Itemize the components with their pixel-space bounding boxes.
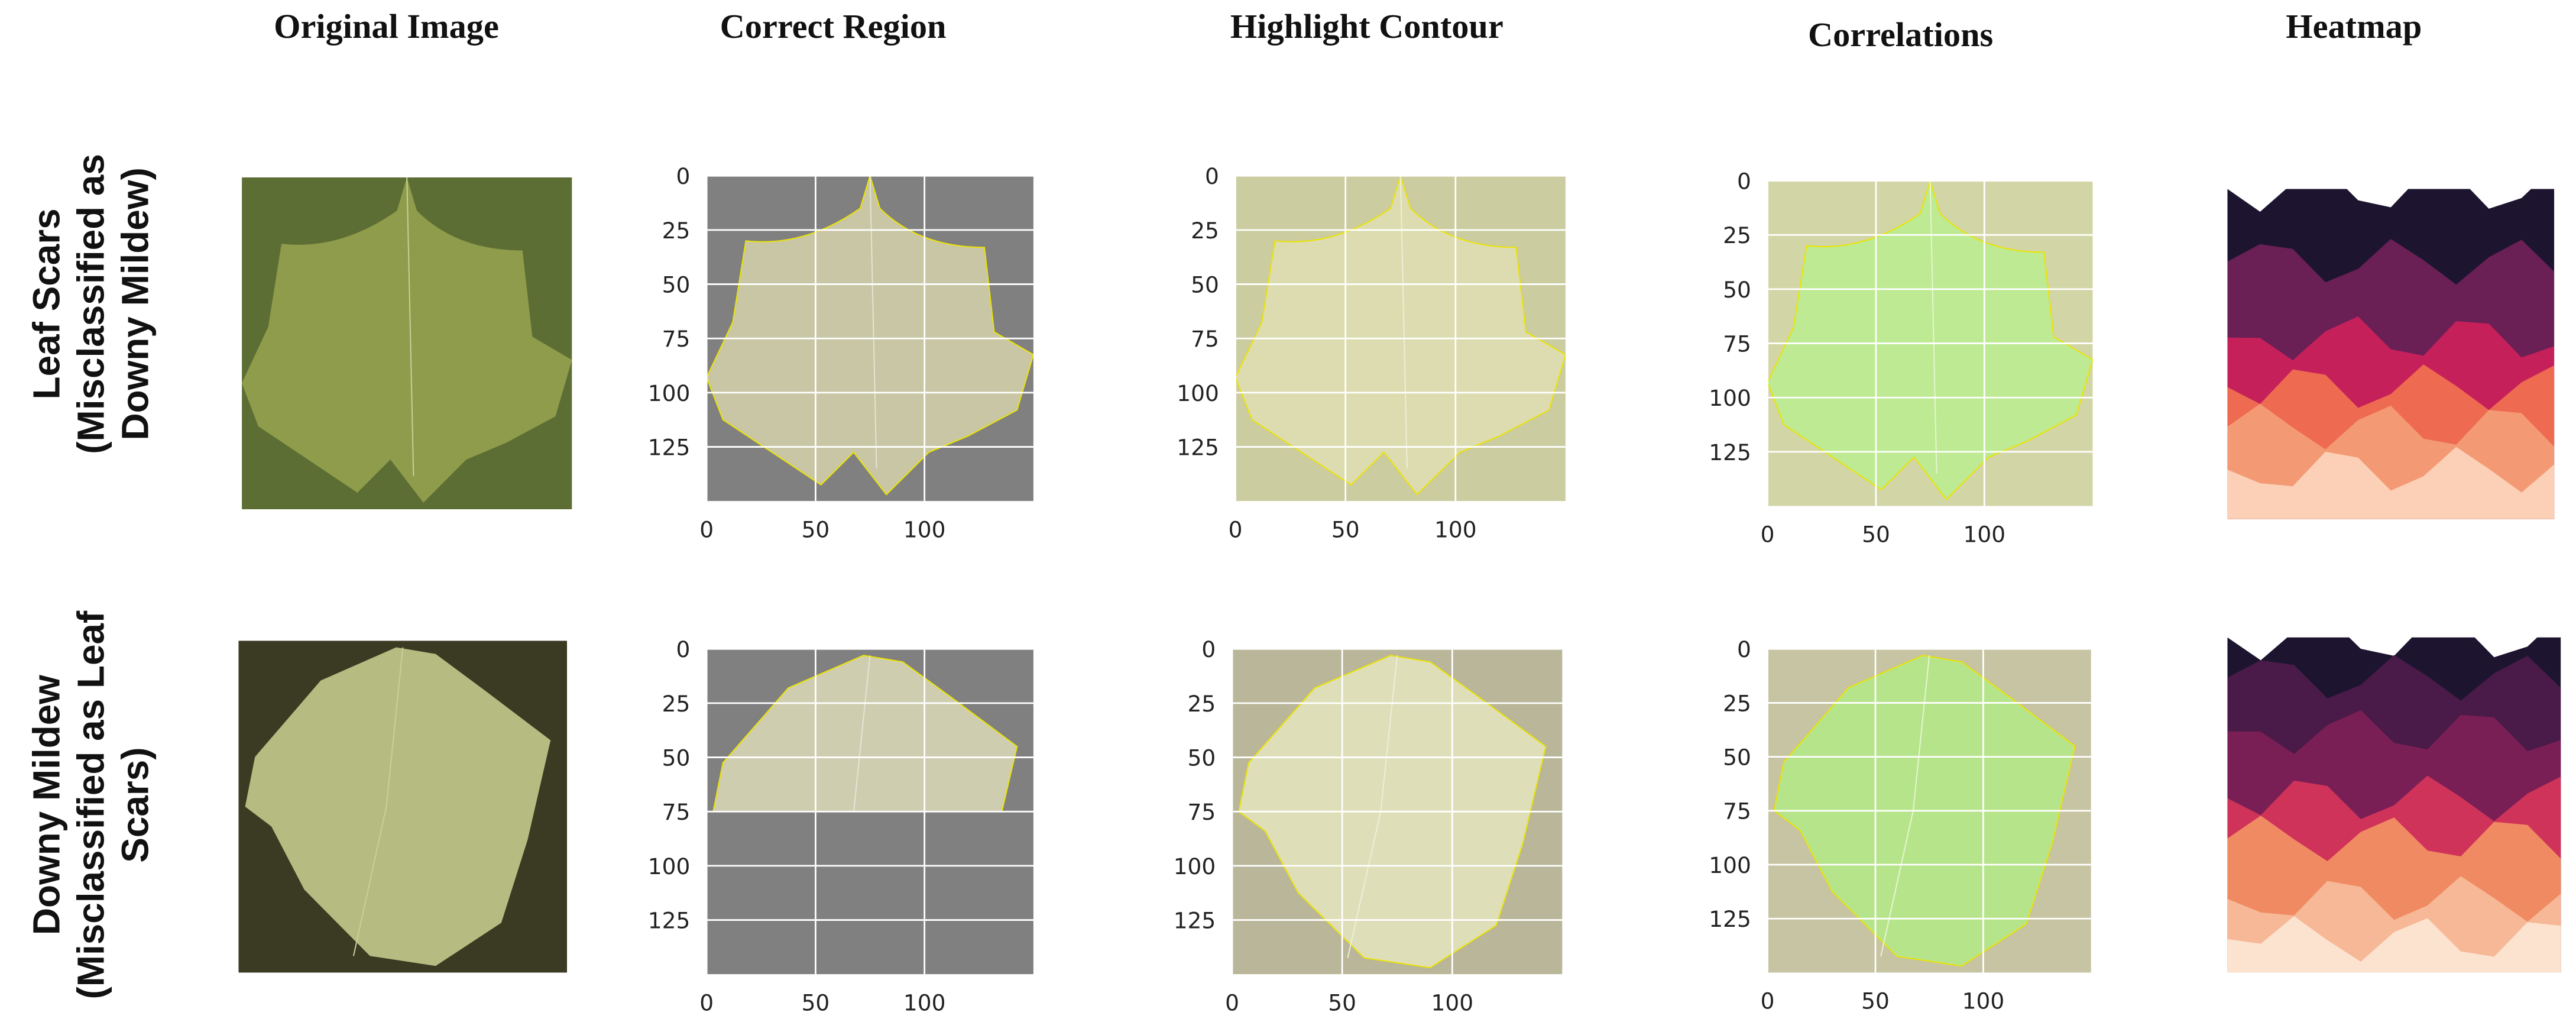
row-label-line: Downy Mildew (25, 675, 68, 935)
leaf (242, 177, 572, 503)
leaf-shape (1767, 180, 2093, 500)
panel-image (239, 641, 568, 973)
y-tick-label: 0 (1737, 168, 1751, 194)
y-tick-label: 50 (1188, 745, 1216, 771)
x-tick-label: 50 (802, 516, 830, 542)
panel-image (2227, 637, 2561, 973)
y-tick-label: 100 (1709, 852, 1751, 878)
leaf (1767, 180, 2093, 500)
y-tick-label: 125 (1174, 907, 1216, 933)
leaf-shape (245, 647, 551, 966)
y-tick-label: 75 (662, 799, 691, 825)
y-tick-label: 125 (1709, 439, 1751, 465)
y-tick-label: 50 (1191, 271, 1219, 297)
y-tick-label: 75 (1188, 799, 1216, 825)
column-title: Highlight Contour (1230, 7, 1504, 46)
y-tick-label: 100 (648, 380, 691, 406)
column-title: Original Image (274, 7, 499, 46)
row-label-line: (Misclassified as Leaf (70, 610, 112, 1000)
y-tick-label: 75 (662, 326, 691, 352)
y-tick-label: 100 (1177, 380, 1219, 406)
y-tick-label: 75 (1723, 798, 1751, 824)
leaf (707, 176, 1033, 494)
row-label-line: Leaf Scars (25, 208, 68, 399)
y-tick-label: 75 (1723, 331, 1751, 357)
x-tick-label: 50 (1328, 989, 1356, 1015)
y-tick-label: 125 (648, 907, 691, 933)
heat-region (2227, 447, 2555, 519)
leaf-shape (707, 176, 1033, 494)
column-title: Correlations (1808, 15, 1993, 54)
x-tick-label: 100 (1434, 516, 1477, 542)
x-tick-label: 100 (1431, 989, 1473, 1015)
x-tick-label: 0 (1761, 522, 1775, 548)
x-tick-label: 0 (1225, 989, 1239, 1015)
x-tick-label: 100 (903, 516, 946, 542)
leaf (713, 655, 1017, 958)
y-tick-label: 0 (676, 163, 691, 189)
row-label-line: Downy Mildew) (114, 167, 157, 440)
y-tick-label: 0 (1737, 636, 1751, 662)
row-label-line: Scars) (114, 747, 157, 862)
leaf-vein (354, 648, 403, 956)
y-tick-label: 0 (1201, 636, 1216, 662)
y-tick-label: 100 (1174, 853, 1216, 879)
column-title: Heatmap (2286, 7, 2422, 46)
x-tick-label: 0 (699, 989, 714, 1015)
leaf-shape (242, 177, 572, 503)
y-tick-label: 25 (1723, 222, 1751, 248)
y-tick-label: 100 (1709, 385, 1751, 411)
leaf (1235, 176, 1566, 494)
y-tick-label: 0 (1205, 163, 1219, 189)
y-tick-label: 25 (1723, 690, 1751, 716)
x-tick-label: 50 (1862, 522, 1890, 548)
y-tick-label: 25 (662, 218, 691, 244)
y-tick-label: 0 (676, 636, 691, 662)
leaf-vein (821, 655, 870, 958)
leaf-vein (407, 177, 413, 476)
leaf-shape (713, 655, 1017, 812)
row-label: Downy Mildew (Misclassified as Leaf Scars) (25, 610, 157, 1000)
x-tick-label: 50 (802, 989, 830, 1015)
y-tick-label: 25 (1191, 218, 1219, 244)
y-tick-label: 125 (1709, 906, 1751, 932)
leaf-vein (870, 176, 877, 468)
row-label: Leaf Scars (Misclassified as Downy Mildew) (25, 154, 157, 454)
y-tick-label: 50 (1723, 277, 1751, 303)
panel-image (2227, 189, 2555, 519)
y-tick-label: 50 (662, 271, 691, 297)
y-tick-label: 125 (648, 434, 691, 460)
row-label-line: (Misclassified as (70, 154, 112, 454)
x-tick-label: 0 (1761, 988, 1775, 1014)
panel-image (707, 176, 1033, 502)
y-tick-label: 50 (662, 745, 691, 771)
leaf-shape (1235, 176, 1566, 494)
y-tick-label: 50 (1723, 745, 1751, 771)
y-tick-label: 125 (1177, 434, 1219, 460)
leaf (245, 648, 551, 966)
leaf-vein (1930, 181, 1937, 474)
x-tick-label: 0 (699, 516, 714, 542)
column-title: Correct Region (720, 7, 947, 46)
y-tick-label: 75 (1191, 326, 1219, 352)
heat-region (2227, 916, 2561, 973)
x-tick-label: 100 (1962, 988, 2005, 1014)
y-tick-label: 25 (662, 691, 691, 717)
x-tick-label: 100 (1963, 522, 2005, 548)
y-tick-label: 25 (1188, 691, 1216, 717)
x-tick-label: 50 (1861, 988, 1890, 1014)
leaf-vein (1401, 176, 1407, 468)
panel-image (242, 177, 572, 510)
x-tick-label: 100 (903, 989, 946, 1015)
x-tick-label: 0 (1229, 516, 1243, 542)
x-tick-label: 50 (1331, 516, 1360, 542)
y-tick-label: 100 (648, 853, 691, 879)
